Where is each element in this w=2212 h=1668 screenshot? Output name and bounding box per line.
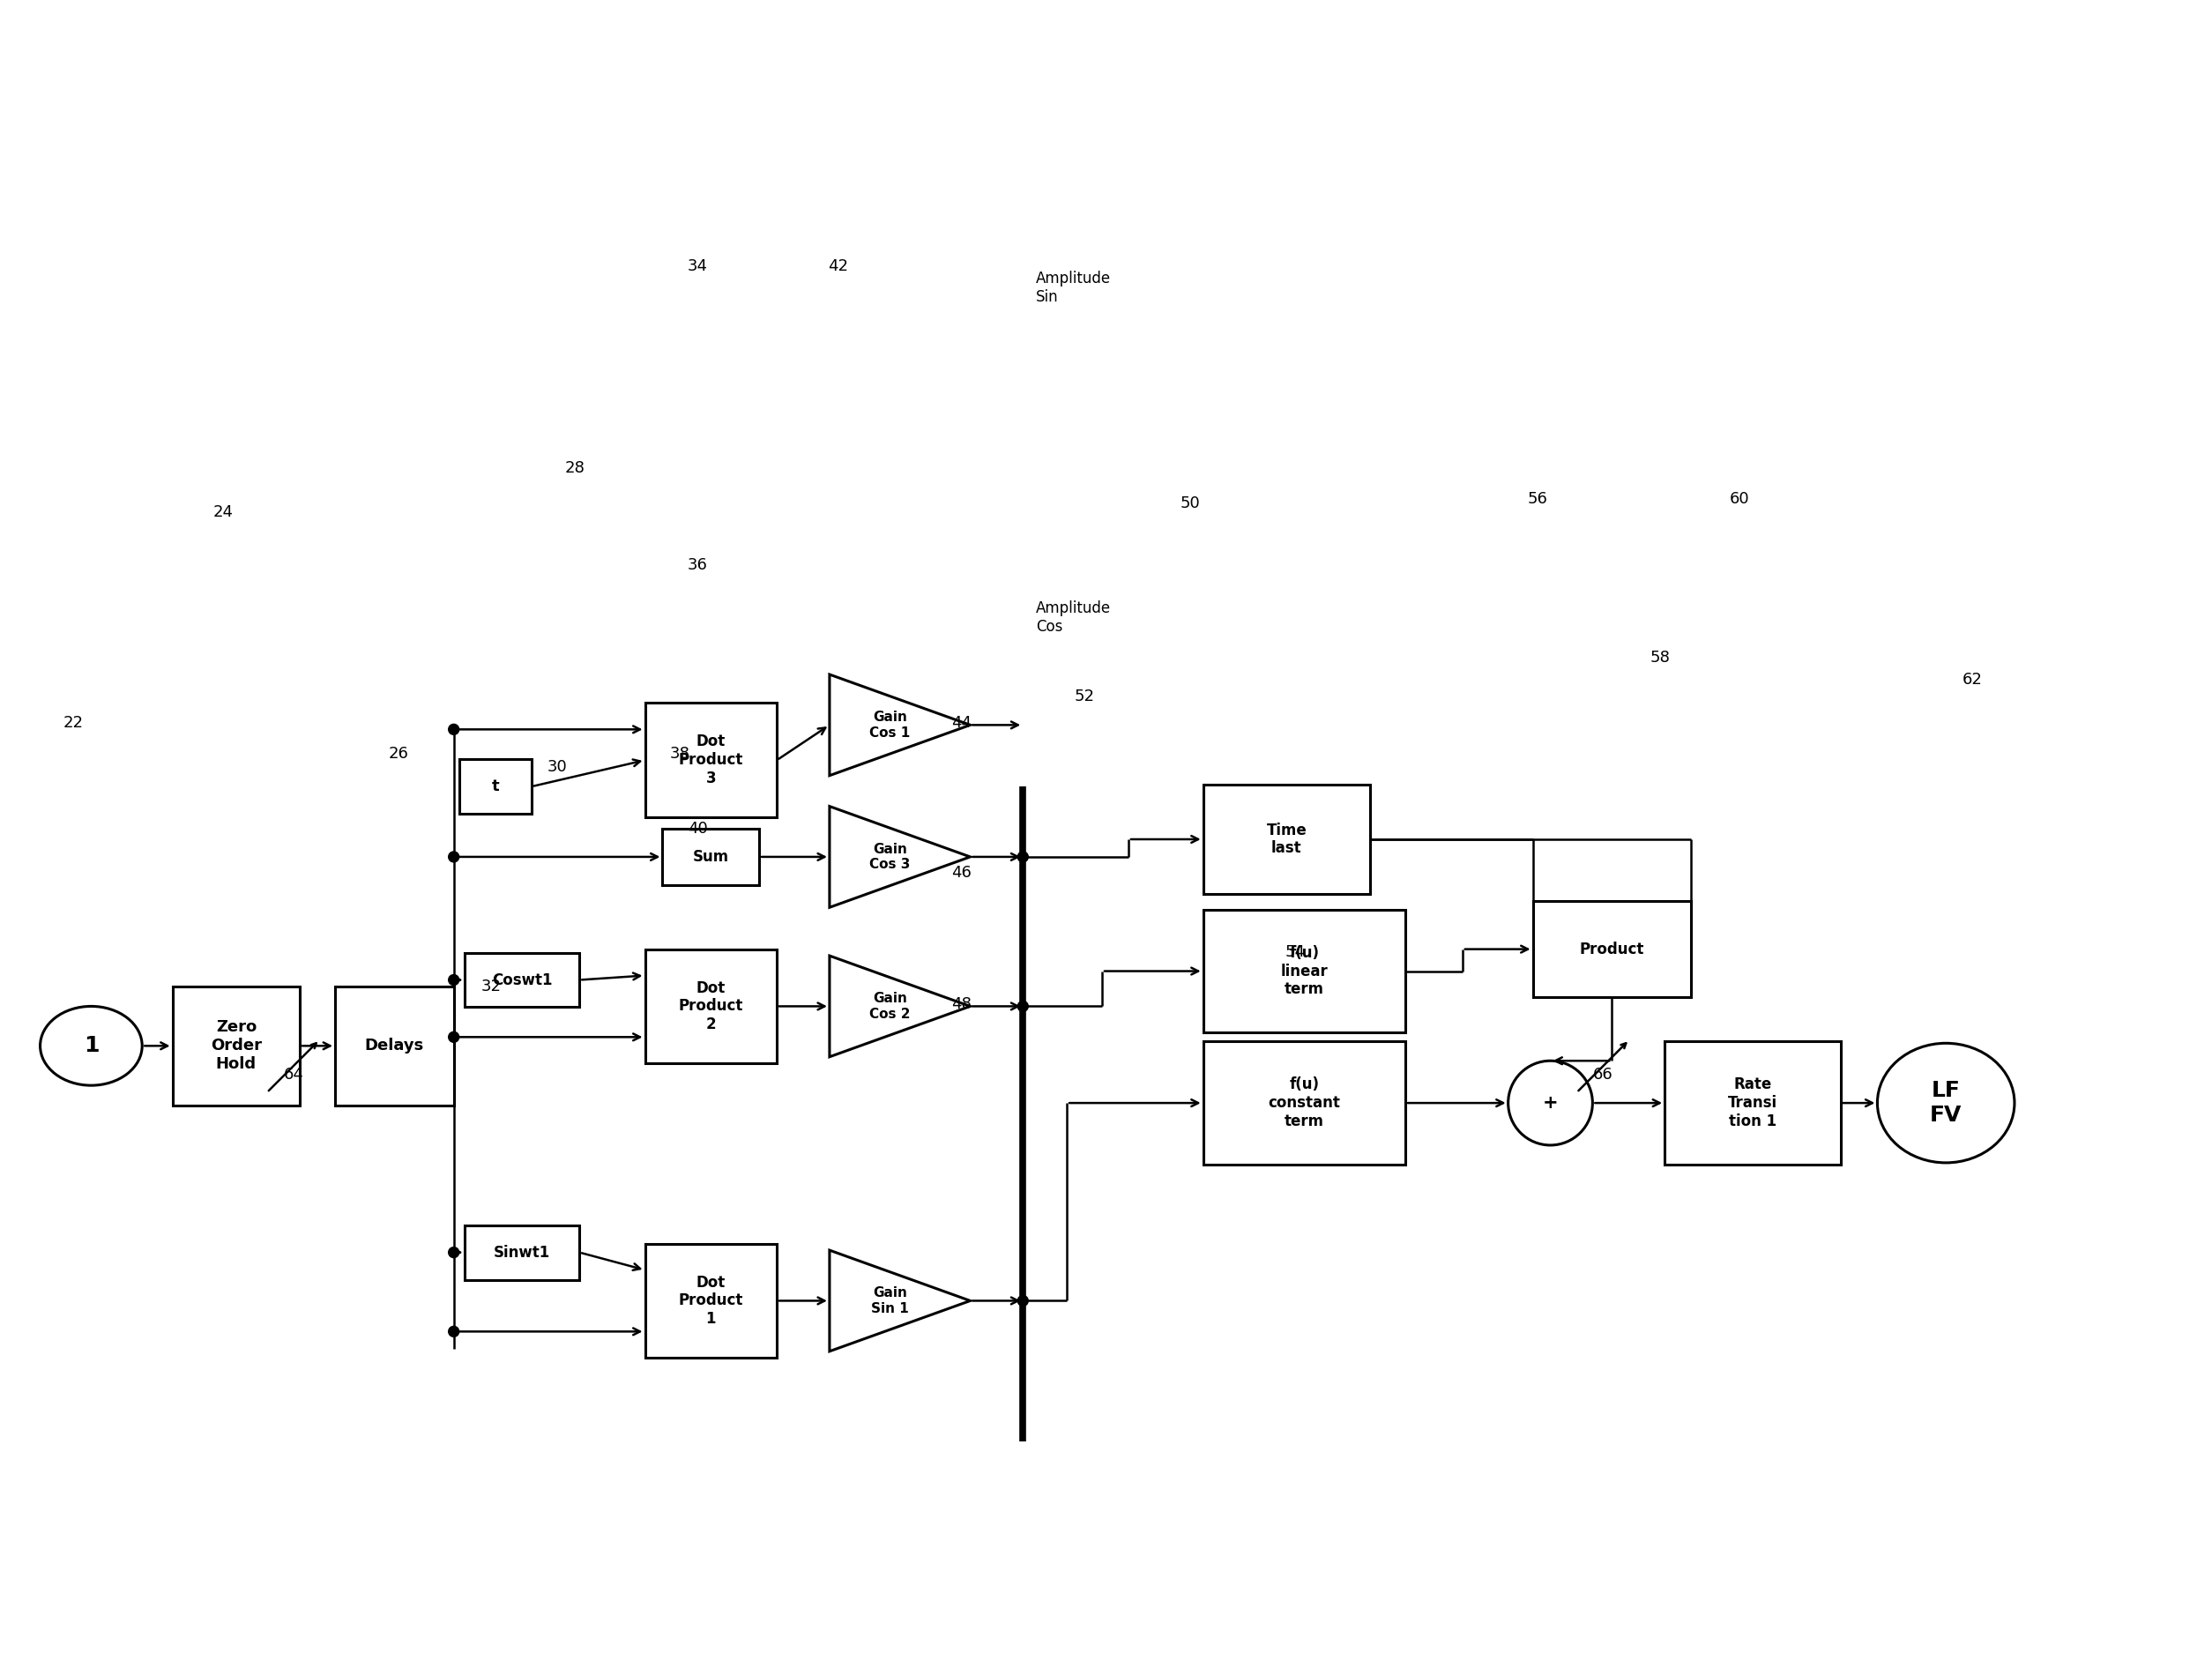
FancyBboxPatch shape xyxy=(1203,909,1405,1032)
Text: 58: 58 xyxy=(1650,649,1670,666)
Text: 48: 48 xyxy=(951,996,971,1012)
Polygon shape xyxy=(830,1251,971,1351)
Text: Sum: Sum xyxy=(692,849,730,864)
Text: Sinwt1: Sinwt1 xyxy=(493,1244,551,1261)
FancyBboxPatch shape xyxy=(173,986,301,1106)
Text: 42: 42 xyxy=(827,259,849,274)
Text: 22: 22 xyxy=(64,716,84,731)
FancyBboxPatch shape xyxy=(465,952,580,1007)
Text: Dot
Product
2: Dot Product 2 xyxy=(679,981,743,1032)
Circle shape xyxy=(449,852,460,862)
Text: 64: 64 xyxy=(283,1068,303,1083)
FancyBboxPatch shape xyxy=(465,1226,580,1279)
Text: 60: 60 xyxy=(1730,490,1750,507)
Text: 36: 36 xyxy=(688,557,708,572)
Circle shape xyxy=(1018,1296,1029,1306)
Ellipse shape xyxy=(40,1006,142,1086)
Polygon shape xyxy=(830,806,971,907)
FancyBboxPatch shape xyxy=(1203,784,1369,894)
Ellipse shape xyxy=(1509,1061,1593,1146)
FancyBboxPatch shape xyxy=(1203,1041,1405,1164)
Text: 62: 62 xyxy=(1962,671,1982,687)
Polygon shape xyxy=(830,956,971,1058)
Circle shape xyxy=(449,724,460,734)
Text: 34: 34 xyxy=(688,259,708,274)
Ellipse shape xyxy=(1878,1042,2015,1163)
Text: Amplitude
Sin: Amplitude Sin xyxy=(1035,270,1110,305)
Polygon shape xyxy=(830,674,971,776)
FancyBboxPatch shape xyxy=(646,1244,776,1358)
Text: Gain
Cos 3: Gain Cos 3 xyxy=(869,842,911,871)
Circle shape xyxy=(1018,1001,1029,1011)
Circle shape xyxy=(449,1248,460,1258)
Text: 1: 1 xyxy=(84,1036,100,1056)
Text: 38: 38 xyxy=(670,746,690,762)
Text: 26: 26 xyxy=(389,746,409,762)
Circle shape xyxy=(449,974,460,986)
Text: Delays: Delays xyxy=(365,1037,425,1054)
Text: Gain
Cos 1: Gain Cos 1 xyxy=(869,711,911,739)
Text: Coswt1: Coswt1 xyxy=(491,972,553,987)
Text: Zero
Order
Hold: Zero Order Hold xyxy=(210,1019,261,1073)
Text: LF
FV: LF FV xyxy=(1929,1081,1962,1126)
Text: +: + xyxy=(1542,1094,1557,1113)
FancyBboxPatch shape xyxy=(334,986,453,1106)
Text: Time
last: Time last xyxy=(1267,822,1307,856)
Text: Rate
Transi
tion 1: Rate Transi tion 1 xyxy=(1728,1078,1776,1129)
Text: 32: 32 xyxy=(480,979,502,994)
FancyBboxPatch shape xyxy=(1666,1041,1840,1164)
Text: Gain
Cos 2: Gain Cos 2 xyxy=(869,992,911,1021)
Text: 44: 44 xyxy=(951,716,971,731)
Text: 30: 30 xyxy=(546,759,566,776)
Text: 28: 28 xyxy=(564,460,584,477)
Text: 56: 56 xyxy=(1526,490,1546,507)
Text: Product: Product xyxy=(1579,941,1644,957)
Text: 24: 24 xyxy=(212,504,232,520)
Text: 46: 46 xyxy=(951,864,971,881)
Text: 50: 50 xyxy=(1179,495,1199,512)
Circle shape xyxy=(449,1326,460,1336)
Text: f(u)
constant
term: f(u) constant term xyxy=(1267,1078,1340,1129)
Text: Amplitude
Cos: Amplitude Cos xyxy=(1035,600,1110,636)
Text: f(u)
linear
term: f(u) linear term xyxy=(1281,944,1327,997)
Text: 52: 52 xyxy=(1075,689,1095,706)
Text: 66: 66 xyxy=(1593,1068,1613,1083)
FancyBboxPatch shape xyxy=(1533,901,1690,997)
Text: 54: 54 xyxy=(1285,944,1305,959)
Text: 40: 40 xyxy=(688,821,708,837)
Text: t: t xyxy=(491,779,500,794)
FancyBboxPatch shape xyxy=(646,949,776,1064)
FancyBboxPatch shape xyxy=(460,759,531,814)
Text: Gain
Sin 1: Gain Sin 1 xyxy=(872,1286,909,1314)
Text: Dot
Product
3: Dot Product 3 xyxy=(679,734,743,786)
Circle shape xyxy=(449,1032,460,1042)
Text: Dot
Product
1: Dot Product 1 xyxy=(679,1274,743,1328)
FancyBboxPatch shape xyxy=(664,829,759,886)
Circle shape xyxy=(1018,852,1029,862)
FancyBboxPatch shape xyxy=(646,702,776,817)
